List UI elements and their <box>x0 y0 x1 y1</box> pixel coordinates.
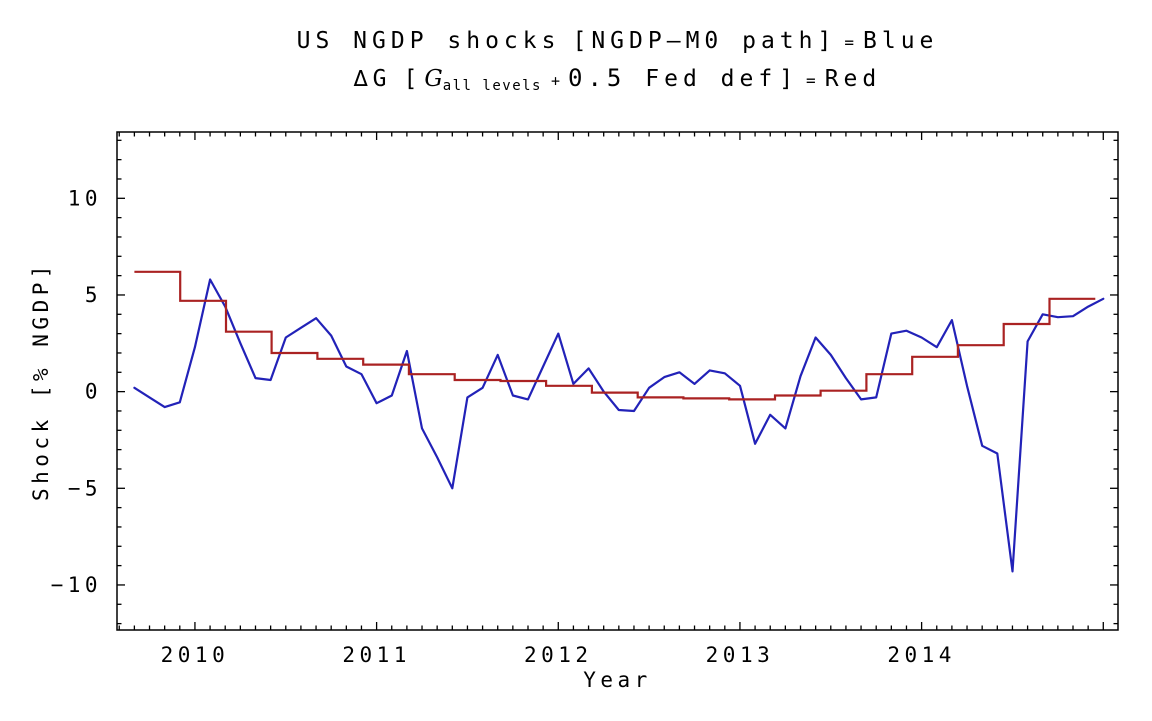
close-bracket: ] <box>779 66 799 92</box>
fed-def-text: Fed def <box>645 66 778 92</box>
red-step-series <box>134 270 1096 401</box>
x-tick-label: 2014 <box>887 643 956 667</box>
delta-g-text: ∆G <box>353 66 392 92</box>
chart-title-line2: ∆G [Gall levels +0.5 Fed def] = Red <box>117 63 1118 97</box>
open-bracket: [ <box>403 66 423 92</box>
plus-sign: + <box>551 72 564 90</box>
y-tick-label: −10 <box>51 573 102 597</box>
y-tick-label: 5 <box>85 283 102 307</box>
title-bracket-expression: [NGDP–M0 path] <box>572 28 837 54</box>
red-series-label: Red <box>824 66 882 92</box>
y-tick-label: 0 <box>85 380 102 404</box>
plot-frame <box>116 131 1119 631</box>
x-tick-label: 2013 <box>706 643 775 667</box>
g-subscript: all levels <box>442 78 542 94</box>
y-tick-label: −5 <box>68 476 102 500</box>
title-text: US NGDP shocks <box>296 28 561 54</box>
equals-sign: = <box>844 33 857 52</box>
blue-line-series <box>133 278 1105 573</box>
blue-series-label: Blue <box>863 28 939 54</box>
equals-sign: = <box>806 71 819 90</box>
chart-title: US NGDP shocks [NGDP–M0 path] = Blue ∆G [Gal… <box>117 26 1118 97</box>
x-tick-label: 2010 <box>161 643 230 667</box>
y-tick-label: 10 <box>68 186 102 210</box>
x-tick-label: 2011 <box>342 643 411 667</box>
g-variable: G <box>424 66 443 92</box>
chart-title-line1: US NGDP shocks [NGDP–M0 path] = Blue <box>117 26 1118 58</box>
y-axis-title: Shock [% NGDP] <box>29 261 53 501</box>
x-axis-title: Year <box>583 668 652 692</box>
coefficient: 0.5 <box>568 64 627 92</box>
x-tick-label: 2012 <box>524 643 593 667</box>
